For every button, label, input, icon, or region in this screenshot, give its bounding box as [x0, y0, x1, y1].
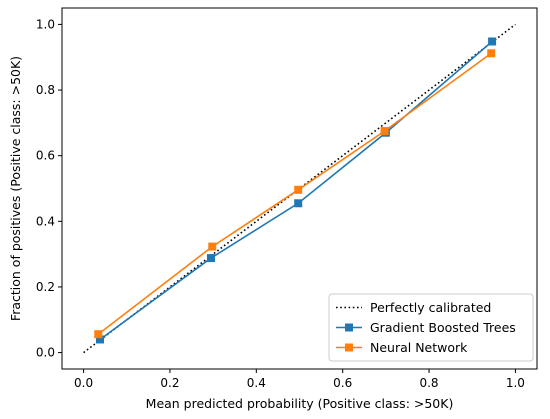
x-tick-label: 0.4 [247, 376, 266, 390]
data-point-neural-network [94, 330, 103, 339]
x-tick-label: 0.0 [74, 376, 93, 390]
series-group [94, 37, 497, 344]
y-tick-label: 0.8 [36, 83, 55, 97]
legend-marker-neural-network [345, 343, 353, 352]
y-tick-label: 0.6 [36, 149, 55, 163]
data-point-gradient-boosted-trees [96, 335, 104, 344]
y-tick-label: 0.4 [36, 214, 55, 228]
x-axis-label: Mean predicted probability (Positive cla… [146, 396, 454, 411]
data-point-neural-network [208, 242, 217, 251]
legend-label-gradient-boosted-trees: Gradient Boosted Trees [370, 320, 516, 335]
y-tick-label: 0.0 [36, 346, 55, 360]
y-axis-ticks: 0.0 0.2 0.4 0.6 0.8 1.0 [36, 17, 62, 360]
legend-box [328, 293, 534, 362]
y-tick-label: 1.0 [36, 17, 55, 31]
data-point-neural-network [294, 185, 303, 194]
x-tick-label: 1.0 [506, 376, 525, 390]
plot-frame [61, 7, 538, 370]
legend-label-perfectly-calibrated: Perfectly calibrated [370, 300, 491, 315]
legend-marker-gradient-boosted-trees [345, 323, 353, 332]
data-point-gradient-boosted-trees [488, 37, 497, 46]
data-point-gradient-boosted-trees [294, 199, 303, 208]
legend-label-neural-network: Neural Network [370, 340, 468, 355]
x-tick-label: 0.6 [333, 376, 352, 390]
x-tick-label: 0.8 [419, 376, 438, 390]
data-point-gradient-boosted-trees [206, 254, 215, 263]
y-tick-label: 0.2 [36, 280, 55, 294]
legend: Perfectly calibrated Gradient Boosted Tr… [328, 293, 534, 362]
x-axis-ticks: 0.0 0.2 0.4 0.6 0.8 1.0 [74, 369, 525, 390]
data-point-neural-network [487, 49, 496, 58]
data-point-neural-network [380, 127, 389, 136]
x-tick-label: 0.2 [160, 376, 179, 390]
y-axis-label: Fraction of positives (Positive class: >… [8, 56, 23, 321]
